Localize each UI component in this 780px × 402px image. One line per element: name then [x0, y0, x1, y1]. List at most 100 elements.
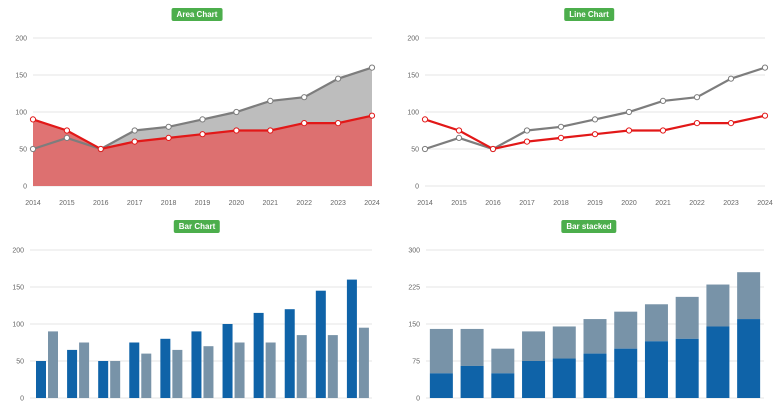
line-point-series-b	[489, 145, 497, 153]
area-x-tick-label: 2019	[195, 200, 211, 207]
line-point-series-b	[761, 112, 769, 119]
stacked-bar-series-b	[706, 284, 730, 327]
area-point-series-a	[233, 108, 240, 116]
line-point-series-a	[727, 75, 735, 82]
stacked-y-tick-label: 300	[408, 248, 420, 255]
area-x-tick-label: 2017	[127, 200, 143, 207]
stacked-bar-series-a	[644, 341, 668, 398]
stacked-bar-series-b	[460, 328, 484, 366]
stacked-bar-series-b	[552, 326, 576, 359]
area-point-series-a	[63, 134, 71, 141]
bar-y-tick-label: 0	[20, 396, 24, 402]
area-point-series-a	[29, 145, 37, 153]
bar-chart: 0 50 100 150 200	[12, 248, 372, 402]
area-x-tick-label: 2022	[296, 200, 312, 207]
stacked-bar-series-a	[706, 326, 730, 398]
bar-bar-series-b	[48, 331, 58, 398]
line-point-series-a	[523, 127, 531, 134]
line-point-series-b	[557, 134, 565, 141]
line-x-tick-label: 2022	[689, 200, 705, 207]
area-y-tick-label: 100	[15, 110, 27, 117]
line-y-tick-label: 200	[407, 36, 419, 43]
area-chart: 0 50 100 150 200 2014 2015 2016 2017 2018 2019 2020…	[15, 36, 380, 208]
line-x-tick-label: 2017	[519, 200, 535, 207]
area-point-series-a	[301, 94, 308, 101]
area-point-series-b	[301, 120, 308, 127]
line-point-series-a	[693, 94, 701, 101]
bar-bar-series-b	[79, 342, 90, 398]
stacked-bar-series-b	[522, 331, 546, 361]
bar-y-tick-label: 100	[12, 322, 24, 329]
area-x-tick-label: 2014	[25, 200, 41, 207]
line-x-tick-label: 2023	[723, 200, 739, 207]
bar-bar-series-a	[191, 331, 202, 398]
area-x-tick-label: 2023	[330, 200, 346, 207]
line-x-tick-label: 2019	[587, 200, 603, 207]
line-point-series-b	[727, 120, 735, 127]
line-y-tick-label: 50	[411, 147, 419, 154]
area-point-series-a	[131, 127, 138, 134]
line-point-series-b	[591, 131, 599, 138]
bar-bar-series-b	[234, 342, 245, 398]
area-point-series-a	[199, 116, 206, 123]
bar-y-tick-label: 50	[16, 359, 24, 366]
stacked-bar-series-a	[583, 353, 607, 398]
bar-y-tick-label: 200	[12, 248, 24, 255]
stacked-bar-series-a	[675, 338, 699, 398]
area-point-series-b	[97, 145, 104, 153]
area-x-tick-label: 2020	[229, 200, 245, 207]
stacked-bar-series-b	[644, 304, 668, 342]
area-chart-title-badge: Area Chart	[171, 8, 223, 21]
line-point-series-b	[693, 120, 701, 127]
area-point-series-b	[267, 127, 274, 134]
line-y-tick-label: 150	[407, 73, 419, 80]
stacked-y-tick-label: 150	[408, 322, 420, 329]
line-chart-panel: Line Chart 0 50 100 150 200 2014 2015 2016 2017 2…	[390, 0, 780, 215]
area-point-series-a	[267, 97, 274, 105]
line-x-tick-label: 2020	[621, 200, 637, 207]
stacked-bar-series-a	[460, 365, 484, 398]
stacked-bar-series-b	[737, 272, 761, 320]
bar-bar-series-a	[253, 312, 264, 398]
line-chart: 0 50 100 150 200 2014 2015 2016 2017 2018 2019 2020…	[407, 36, 773, 208]
area-point-series-b	[368, 112, 376, 119]
stacked-bar-series-b	[675, 296, 699, 339]
stacked-y-tick-label: 225	[408, 285, 420, 292]
stacked-bar-series-b	[491, 348, 515, 374]
bar-bar-series-a	[67, 349, 78, 398]
area-x-tick-label: 2018	[161, 200, 177, 207]
stacked-y-tick-label: 75	[412, 359, 420, 366]
area-x-tick-label: 2021	[263, 200, 279, 207]
stacked-bar-series-a	[522, 361, 546, 398]
stacked-bar-chart-panel: Bar stacked 0 75 150 225 300	[390, 215, 780, 402]
area-y-tick-label: 50	[19, 147, 27, 154]
bar-bar-series-b	[265, 342, 276, 398]
line-point-series-a	[761, 64, 769, 71]
bar-bar-series-b	[296, 335, 307, 398]
line-chart-title-badge: Line Chart	[564, 8, 614, 21]
area-point-series-b	[165, 134, 172, 141]
area-y-tick-label: 200	[15, 36, 27, 43]
area-point-series-b	[63, 127, 71, 134]
stacked-bar-series-b	[583, 319, 607, 354]
area-point-series-a	[165, 123, 172, 130]
area-point-series-a	[335, 75, 342, 82]
area-point-series-a	[368, 64, 376, 71]
stacked-bar-series-a	[491, 373, 515, 398]
line-x-tick-label: 2016	[485, 200, 501, 207]
bar-bar-series-a	[222, 324, 233, 398]
line-point-series-a	[659, 97, 667, 105]
stacked-bar-series-a	[737, 319, 761, 398]
stacked-bar-chart: 0 75 150 225 300	[408, 248, 764, 402]
line-point-series-a	[625, 108, 633, 116]
bar-bar-series-a	[98, 361, 109, 398]
bar-bar-series-a	[284, 309, 295, 398]
line-point-series-b	[659, 127, 667, 134]
bar-bar-series-b	[327, 335, 338, 398]
line-point-series-b	[421, 116, 429, 123]
stacked-bar-chart-title-badge: Bar stacked	[561, 220, 617, 233]
area-point-series-b	[233, 127, 240, 134]
stacked-bar-series-a	[614, 348, 638, 398]
bar-y-tick-label: 150	[12, 285, 24, 292]
line-point-series-a	[421, 145, 429, 153]
